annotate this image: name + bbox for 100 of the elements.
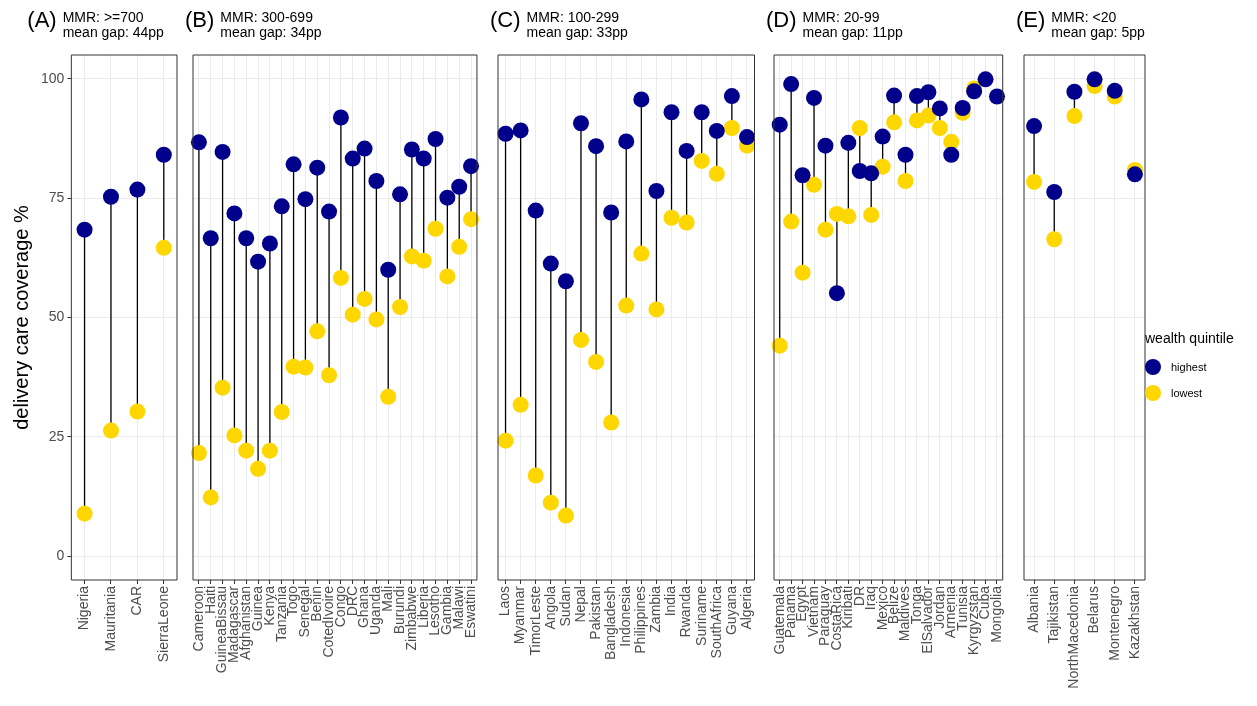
point — [633, 245, 650, 262]
point — [603, 204, 620, 221]
point — [344, 306, 361, 323]
point — [76, 505, 93, 522]
point — [380, 388, 397, 405]
point — [954, 99, 971, 116]
point — [1026, 118, 1043, 135]
point — [663, 104, 680, 121]
point — [451, 238, 468, 255]
point — [648, 183, 665, 200]
x-tick-label: Laos — [496, 586, 513, 617]
point — [542, 494, 559, 511]
point — [851, 120, 868, 137]
chart-subtitle: MMR: 300-699 mean gap: 34pp — [220, 8, 322, 40]
x-tick-label: Malawi — [450, 586, 467, 630]
chart-title: (C) — [490, 7, 521, 32]
point — [1086, 71, 1103, 88]
point — [693, 152, 710, 169]
y-tick-label: 0 — [56, 547, 65, 563]
point — [214, 379, 231, 396]
point — [202, 489, 219, 506]
point — [285, 156, 302, 173]
point — [618, 133, 635, 150]
chart-subtitle: MMR: <20 mean gap: 5pp — [1051, 8, 1145, 40]
point — [663, 209, 680, 226]
point — [344, 150, 361, 167]
point — [238, 442, 255, 459]
point — [527, 467, 544, 484]
chart-subtitle: MMR: >=700 mean gap: 44pp — [62, 8, 164, 40]
point — [588, 138, 605, 155]
point — [723, 88, 740, 105]
legend-label: highest — [1171, 361, 1207, 373]
point — [309, 323, 326, 340]
point — [321, 367, 338, 384]
point — [497, 432, 514, 449]
x-tick-label: Madagascar — [225, 585, 242, 664]
x-tick-label: Zambia — [647, 585, 664, 633]
point — [648, 301, 665, 318]
point — [723, 120, 740, 137]
point — [439, 189, 456, 206]
point — [332, 269, 349, 286]
point — [557, 507, 574, 524]
x-tick-label: NorthMacedonia — [1065, 585, 1082, 689]
point — [828, 285, 845, 302]
x-tick-label: Myanmar — [511, 585, 528, 645]
point — [618, 297, 635, 314]
point — [708, 165, 725, 182]
point — [817, 137, 834, 154]
x-tick-label: Tajikistan — [1045, 586, 1062, 644]
y-tick-label: 50 — [48, 308, 65, 325]
point — [356, 290, 373, 307]
chart-subtitle: MMR: 100-299 mean gap: 33pp — [526, 8, 628, 40]
chart-title: (B) — [185, 7, 215, 32]
point — [874, 158, 891, 175]
x-tick-label: Suriname — [692, 585, 709, 646]
point — [226, 427, 243, 444]
point — [415, 252, 432, 269]
point — [226, 205, 243, 222]
x-tick-label: Mauritania — [101, 585, 118, 652]
point — [273, 198, 290, 215]
point — [806, 89, 823, 106]
x-tick-label: CAR — [128, 586, 145, 616]
point — [321, 203, 338, 220]
point — [931, 100, 948, 117]
point — [977, 71, 994, 88]
point — [943, 146, 960, 163]
x-tick-label: Bangladesh — [602, 586, 619, 660]
point — [297, 191, 314, 208]
legend-title: wealth quintile — [1145, 330, 1235, 346]
point — [356, 140, 373, 157]
x-tick-label: Albania — [1024, 585, 1041, 633]
point — [874, 128, 891, 145]
point — [1066, 108, 1083, 125]
point — [897, 173, 914, 189]
point — [794, 167, 811, 184]
x-tick-label: Philippines — [632, 586, 649, 654]
x-tick-label: Uganda — [367, 585, 384, 636]
point — [572, 331, 589, 348]
x-tick-label: SierraLeone — [154, 585, 171, 663]
point — [572, 115, 589, 132]
point — [863, 165, 880, 182]
point — [368, 173, 385, 189]
point — [392, 299, 409, 315]
point — [527, 202, 544, 219]
point — [415, 150, 432, 167]
point — [250, 253, 267, 270]
x-tick-label: Nigeria — [75, 585, 92, 631]
point — [886, 87, 903, 104]
point — [1126, 166, 1143, 183]
point — [497, 125, 514, 142]
point — [931, 120, 948, 137]
point — [463, 211, 480, 228]
point — [920, 84, 937, 101]
point — [261, 442, 278, 459]
point — [250, 460, 267, 477]
point — [678, 214, 695, 231]
point — [863, 206, 880, 223]
x-tick-label: Rwanda — [677, 585, 694, 638]
point — [368, 311, 385, 328]
point — [1066, 83, 1083, 100]
